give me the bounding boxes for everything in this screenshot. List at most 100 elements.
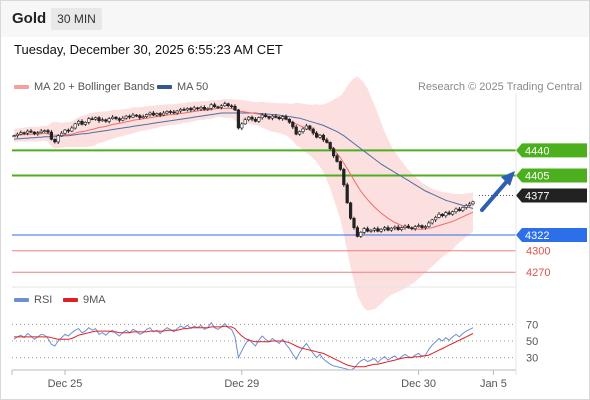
candle-down <box>168 111 173 113</box>
top-bar: Gold 30 MIN <box>1 1 589 37</box>
candle-up <box>70 127 74 132</box>
candle-up <box>219 105 224 108</box>
candle-up <box>427 222 431 227</box>
candle-up <box>87 118 91 123</box>
candle-down <box>138 115 142 118</box>
level-badge-4440 <box>516 143 587 158</box>
candle-up <box>270 115 275 119</box>
candle-down <box>406 225 411 228</box>
candle-down <box>90 118 94 120</box>
candle-down <box>66 129 70 132</box>
candle-up <box>240 123 244 129</box>
candle-up <box>372 228 377 231</box>
x-tick-label: Jan 5 <box>480 378 507 390</box>
candle-down <box>420 225 424 228</box>
candle-up <box>430 219 434 224</box>
rsi-tick-label-70: 70 <box>526 319 538 331</box>
candle-up <box>369 229 373 232</box>
candle-up <box>301 128 305 132</box>
rsi-legend-9ma: 9MA <box>63 294 106 306</box>
rsi-tick-label-30: 30 <box>526 353 538 365</box>
candle-down <box>410 227 414 229</box>
candle-up <box>280 116 285 119</box>
candle-down <box>226 103 230 107</box>
candle-up <box>39 130 43 133</box>
legend-swatch-9ma <box>63 298 78 303</box>
candle-up <box>413 226 417 229</box>
candle-down <box>182 109 186 111</box>
candle-down <box>250 116 254 120</box>
candle-up <box>318 134 322 138</box>
candle-down <box>117 118 121 121</box>
candle-up <box>175 110 179 114</box>
candle-up <box>362 228 366 233</box>
candle-down <box>345 184 349 204</box>
candle-down <box>352 218 356 228</box>
candle-down <box>158 113 162 116</box>
candle-down <box>386 227 390 231</box>
candle-up <box>145 114 149 117</box>
legend-swatch-ma50 <box>157 85 172 90</box>
ma50-line <box>13 112 474 209</box>
level-badge-4405 <box>516 168 587 183</box>
candle-up <box>155 113 159 116</box>
candle-up <box>393 226 397 229</box>
x-tick-label: Dec 30 <box>401 378 436 390</box>
candle-down <box>263 114 268 117</box>
candle-up <box>165 111 169 114</box>
candle-up <box>206 108 210 110</box>
candle-down <box>253 118 258 122</box>
candle-down <box>97 117 101 122</box>
candle-up <box>382 227 387 230</box>
candle-up <box>83 122 87 125</box>
candle-up <box>389 227 394 231</box>
candle-up <box>379 228 383 232</box>
candle-down <box>457 208 462 211</box>
candle-up <box>124 115 128 119</box>
candle-up <box>467 203 472 206</box>
candle-up <box>199 107 203 110</box>
candle-up <box>100 119 104 122</box>
candle-down <box>22 132 26 134</box>
candle-down <box>308 125 312 130</box>
candle-down <box>291 122 295 128</box>
candle-up <box>185 108 190 111</box>
candle-down <box>80 120 84 125</box>
candle-up <box>297 131 302 135</box>
candle-down <box>447 212 451 215</box>
candle-up <box>304 125 309 130</box>
candle-up <box>433 216 438 221</box>
level-label-4405: 4405 <box>525 170 549 182</box>
candle-up <box>19 132 23 135</box>
datetime-label: Tuesday, December 30, 2025 6:55:23 AM CE… <box>14 42 283 57</box>
rsi-ma-line <box>14 325 474 368</box>
candle-up <box>148 112 152 115</box>
candle-down <box>213 104 217 108</box>
candle-down <box>189 108 193 111</box>
candle-down <box>277 116 281 119</box>
candle-down <box>172 111 176 114</box>
timeframe-badge[interactable]: 30 MIN <box>51 8 102 30</box>
candle-down <box>338 161 343 170</box>
candle-up <box>471 201 475 205</box>
forecast-arrow-head <box>501 171 515 186</box>
rsi-line <box>13 321 474 371</box>
candle-down <box>355 227 360 237</box>
candle-up <box>450 211 455 215</box>
candle-down <box>331 148 336 157</box>
candle-down <box>284 116 288 120</box>
candle-up <box>36 132 40 134</box>
candle-up <box>257 117 261 122</box>
candle-down <box>128 115 132 118</box>
level-label-4270: 4270 <box>526 267 550 279</box>
candle-down <box>342 168 346 186</box>
candle-up <box>444 212 448 217</box>
candle-up <box>454 208 458 212</box>
candle-up <box>416 225 421 227</box>
level-badge-4377 <box>516 188 587 203</box>
price-legend-ma50: MA 50 <box>157 81 208 93</box>
legend-swatch-rsi <box>14 298 29 303</box>
candle-down <box>440 213 445 217</box>
x-tick-label: Dec 29 <box>224 378 259 390</box>
